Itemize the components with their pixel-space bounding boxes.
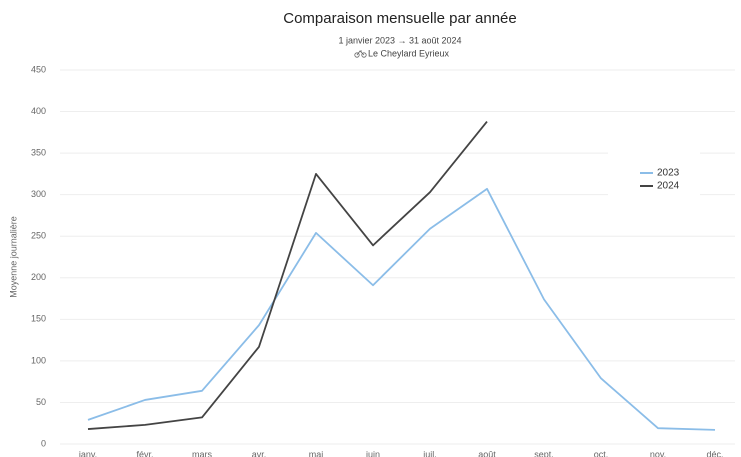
x-tick-label: déc. xyxy=(706,449,723,457)
chart-subtitle: 1 janvier 2023 → 31 août 2024 xyxy=(338,35,461,45)
y-tick-label: 50 xyxy=(36,397,46,407)
x-tick-label: sept. xyxy=(534,449,554,457)
x-tick-label: févr. xyxy=(136,449,153,457)
location: Le Cheylard Eyrieux xyxy=(368,48,450,58)
y-tick-label: 150 xyxy=(31,314,46,324)
y-tick-label: 450 xyxy=(31,64,46,74)
line-series xyxy=(87,120,488,430)
y-tick-label: 400 xyxy=(31,106,46,116)
x-tick-label: août xyxy=(478,449,496,457)
line-series xyxy=(87,187,716,431)
x-tick-label: avr. xyxy=(252,449,267,457)
chart-title: Comparaison mensuelle par année xyxy=(283,10,516,27)
y-tick-label: 0 xyxy=(41,438,46,448)
legend-label: 2023 xyxy=(657,168,680,179)
x-tick-label: janv. xyxy=(78,449,97,457)
x-tick-label: mars xyxy=(192,449,212,457)
y-tick-label: 300 xyxy=(31,189,46,199)
legend-label: 2024 xyxy=(657,181,680,192)
y-tick-label: 100 xyxy=(31,355,46,365)
y-tick-label: 350 xyxy=(31,147,46,157)
x-tick-label: oct. xyxy=(594,449,609,457)
y-tick-label: 200 xyxy=(31,272,46,282)
x-tick-label: mai xyxy=(309,449,324,457)
legend-box xyxy=(608,135,700,235)
y-axis-label: Moyenne journalière xyxy=(8,216,18,298)
y-tick-label: 250 xyxy=(31,231,46,241)
bike-icon xyxy=(354,50,367,58)
x-tick-label: juin xyxy=(365,449,380,457)
x-tick-label: nov. xyxy=(650,449,666,457)
x-tick-label: juil. xyxy=(422,449,437,457)
